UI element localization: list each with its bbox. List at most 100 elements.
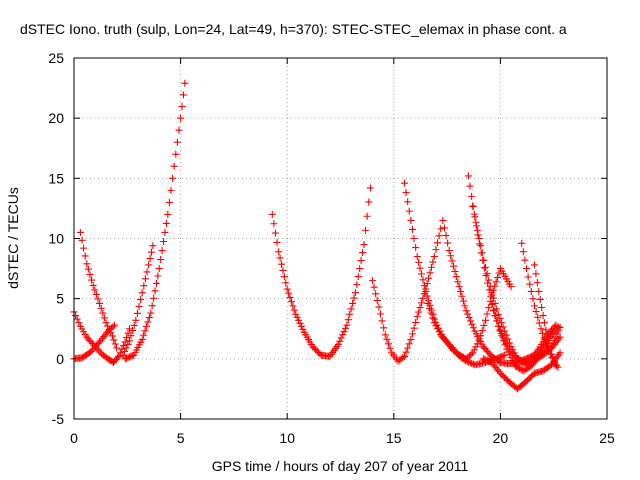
data-point [413,313,421,321]
data-point [155,265,163,273]
data-point [448,257,456,265]
data-point [86,271,94,279]
data-point [468,359,476,367]
data-point [455,283,463,291]
data-point [151,287,159,295]
data-point [160,238,168,246]
data-point [339,331,347,339]
data-point [478,249,486,257]
data-point [158,247,166,255]
data-point [73,315,81,323]
data-point [135,302,143,310]
data-point [415,308,423,316]
data-point [521,256,529,264]
data-point [356,265,364,273]
data-point [457,287,465,295]
data-point [416,264,424,272]
data-point [477,332,485,340]
data-point [426,269,434,277]
data-point [532,308,540,316]
data-point [295,316,303,324]
data-point [96,348,104,356]
data-point [529,295,537,303]
data-point [91,286,99,294]
data-point [548,350,556,358]
data-point [432,322,440,330]
data-point [505,339,513,347]
data-point [373,296,381,304]
data-point [434,325,442,333]
data-point [357,257,365,265]
x-tick-label: 20 [493,430,509,446]
y-tick-label: 10 [48,231,64,247]
data-point [161,228,169,236]
data-point [481,263,489,271]
data-point [427,309,435,317]
data-point [538,303,546,311]
data-point [100,314,108,322]
data-point [271,229,279,237]
data-point [362,226,370,234]
y-tick-label: 25 [48,50,64,66]
data-point [444,239,452,247]
data-point [543,333,551,341]
chart-title: dSTEC Iono. truth (sulp, Lon=24, Lat=49,… [20,21,567,37]
data-point [481,316,489,324]
data-point [462,307,470,315]
data-point [400,352,408,360]
data-point [170,162,178,170]
data-point [102,319,110,327]
data-point [110,336,118,344]
data-point [461,354,469,362]
data-point [485,304,493,312]
data-point [89,281,97,289]
data-point [519,248,527,256]
data-point [178,103,186,111]
data-point [469,349,477,357]
data-point [337,334,345,342]
data-point [299,325,307,333]
data-point [279,266,287,274]
data-point [285,289,293,297]
data-point [111,340,119,348]
data-point [149,242,157,250]
data-point [137,296,145,304]
data-point [381,331,389,339]
data-point [408,330,416,338]
data-point [154,272,162,280]
data-point [399,354,407,362]
data-point [108,332,116,340]
data-point [334,340,342,348]
data-point [410,324,418,332]
data-point [465,352,473,360]
data-point [418,299,426,307]
data-point [365,198,373,206]
data-point [539,329,547,337]
data-point [488,289,496,297]
data-point [452,273,460,281]
data-point [278,260,286,268]
data-point [473,226,481,234]
data-point [489,294,497,302]
data-point [462,355,470,363]
data-point [556,349,564,357]
data-point [470,346,478,354]
data-point [119,351,127,359]
data-point [413,253,421,261]
data-point [475,235,483,242]
data-point [80,244,88,252]
data-point [99,309,107,317]
x-tick-label: 15 [386,430,402,446]
data-point [175,126,183,134]
data-point [424,299,432,307]
data-point [402,348,410,356]
data-point [282,279,290,287]
data-point [133,309,141,317]
data-point [477,242,485,250]
data-point [296,319,304,327]
data-point [552,321,560,329]
data-point [458,292,466,300]
data-point [480,264,488,272]
data-point [472,218,480,226]
data-point [363,212,371,220]
